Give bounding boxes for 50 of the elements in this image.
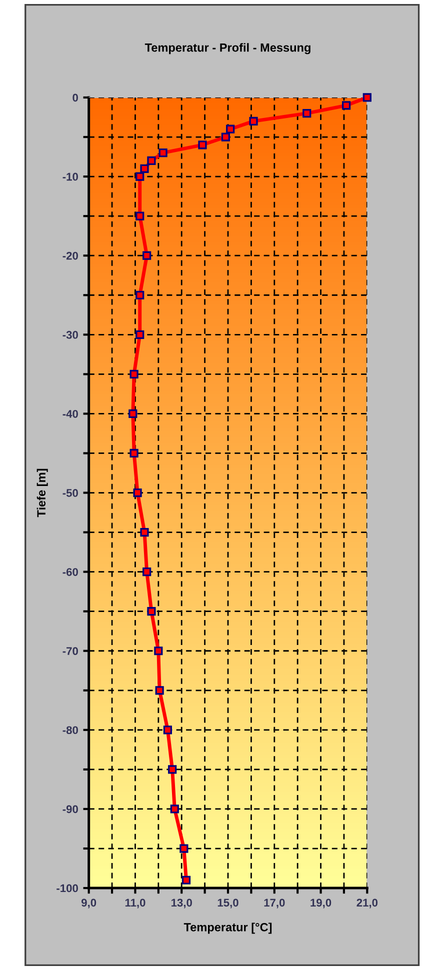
point — [142, 568, 152, 576]
y-tick-label: -30 — [62, 330, 78, 339]
point — [249, 116, 258, 126]
x-tick-label: 13,0 — [171, 898, 192, 908]
point — [342, 101, 351, 110]
point — [147, 156, 156, 166]
x-tick-label: 19,0 — [310, 898, 332, 908]
point — [198, 140, 207, 150]
y-tick-label: -10 — [62, 172, 78, 181]
y-tick-label: -40 — [62, 410, 78, 418]
x-tick-label: 9,0 — [81, 898, 96, 908]
point — [170, 804, 179, 814]
point — [133, 488, 142, 498]
point — [182, 876, 191, 884]
chart-title: Temperatur - Profil - Messung — [144, 43, 310, 54]
point — [140, 528, 149, 537]
y-axis-title: Tiefe [m] — [36, 468, 48, 518]
point — [226, 124, 235, 134]
y-tick-label: -50 — [62, 489, 78, 497]
y-tick-label: -70 — [62, 647, 78, 656]
point — [158, 148, 168, 158]
point — [136, 212, 144, 220]
x-tick-label: 21,0 — [356, 898, 378, 908]
point — [136, 330, 144, 339]
point — [168, 765, 177, 774]
point — [154, 646, 163, 656]
point — [128, 409, 138, 418]
point — [130, 370, 138, 378]
y-tick-label: -90 — [62, 805, 78, 814]
point — [142, 251, 152, 260]
x-axis-title: Temperatur [°C] — [184, 922, 272, 934]
point — [136, 172, 144, 181]
y-tick-label: -20 — [62, 252, 78, 260]
point — [302, 108, 312, 118]
point — [140, 164, 149, 173]
point — [362, 93, 372, 102]
point — [221, 132, 230, 142]
x-tick-label: 11,0 — [125, 898, 146, 908]
point — [163, 726, 172, 734]
y-tick-label: -60 — [62, 568, 78, 576]
point — [147, 607, 156, 616]
point — [155, 686, 164, 695]
x-tick-label: 15,0 — [218, 898, 238, 908]
y-tick-label: -100 — [56, 884, 78, 892]
x-tick-label: 17,0 — [264, 898, 285, 908]
point — [180, 844, 188, 853]
y-tick-label: -80 — [62, 726, 78, 734]
point — [136, 290, 144, 300]
y-tick-label: 0 — [72, 94, 78, 102]
point — [130, 448, 138, 458]
